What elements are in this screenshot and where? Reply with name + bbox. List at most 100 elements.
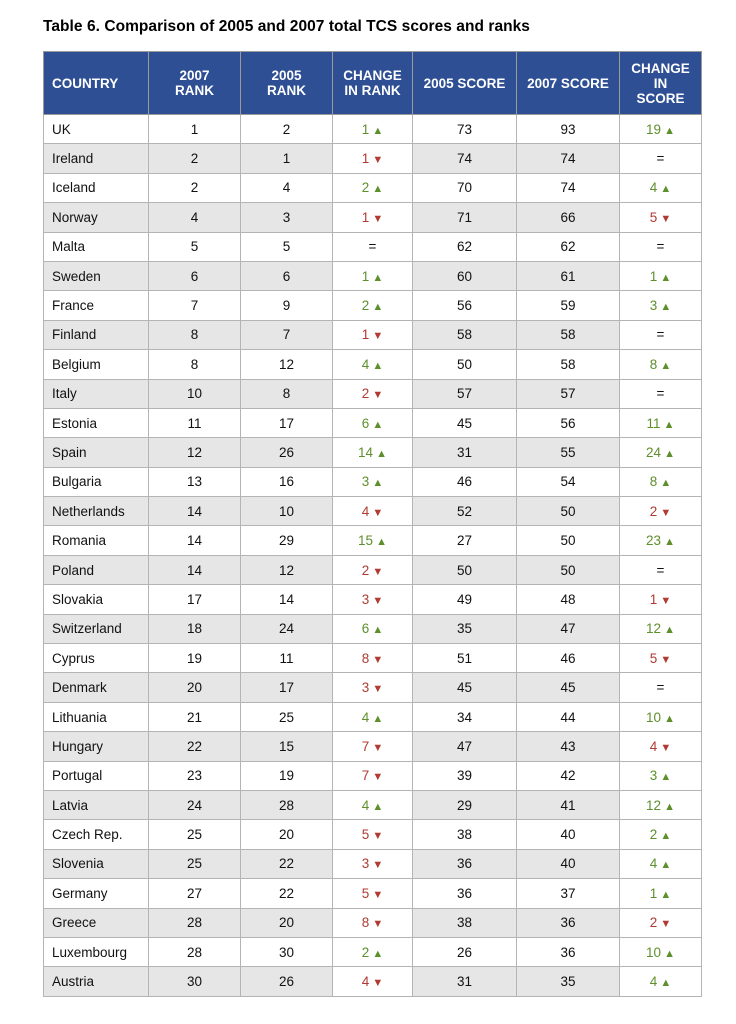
cell-change-in-rank: 4 ▼ bbox=[332, 966, 413, 997]
cell-change-in-rank-value: 3 bbox=[361, 856, 370, 872]
triangle-down-icon: ▼ bbox=[372, 154, 384, 167]
cell-change-in-score-value: 2 bbox=[649, 827, 658, 843]
cell-2007-rank: 1 bbox=[148, 113, 241, 145]
cell-2007-score: 59 bbox=[516, 290, 620, 321]
cell-country: Italy bbox=[43, 378, 149, 409]
table-row: Cyprus 19 11 8 ▼ 51 46 5 ▼ bbox=[43, 643, 702, 674]
cell-2005-rank: 6 bbox=[240, 260, 333, 292]
cell-2007-rank: 12 bbox=[148, 437, 241, 468]
cell-change-in-rank: 4 ▲ bbox=[332, 701, 413, 733]
cell-change-in-rank: 2 ▲ bbox=[332, 936, 413, 968]
triangle-up-icon: ▲ bbox=[660, 830, 672, 843]
cell-2005-rank: 29 bbox=[240, 525, 333, 556]
cell-change-in-score: 8 ▲ bbox=[619, 349, 702, 380]
cell-change-in-rank-value: 14 bbox=[358, 444, 374, 460]
header-change-in-rank-line1: CHANGE bbox=[343, 68, 402, 83]
header-country: COUNTRY bbox=[43, 51, 149, 115]
header-2007-rank-line2: RANK bbox=[175, 83, 214, 98]
cell-change-in-score: = bbox=[619, 143, 702, 174]
cell-2007-score: 37 bbox=[516, 878, 620, 909]
cell-2007-score: 36 bbox=[516, 936, 620, 968]
cell-change-in-score-value: 5 bbox=[649, 209, 658, 225]
cell-change-in-score: = bbox=[619, 231, 702, 262]
cell-change-in-score: 5 ▼ bbox=[619, 643, 702, 674]
cell-change-in-score-value: 4 bbox=[649, 180, 658, 196]
cell-change-in-score-value: = bbox=[656, 327, 665, 343]
cell-2007-rank: 17 bbox=[148, 584, 241, 615]
cell-change-in-score: 5 ▼ bbox=[619, 202, 702, 233]
cell-2005-score: 62 bbox=[412, 231, 517, 262]
triangle-up-icon: ▲ bbox=[664, 947, 675, 960]
cell-change-in-score: 2 ▼ bbox=[619, 496, 702, 527]
cell-2007-rank: 25 bbox=[148, 848, 241, 880]
cell-change-in-score-value: 19 bbox=[646, 121, 662, 137]
header-2007-rank: 2007 RANK bbox=[148, 51, 241, 115]
cell-country: Cyprus bbox=[43, 643, 149, 674]
triangle-up-icon: ▲ bbox=[372, 359, 384, 372]
cell-change-in-score: = bbox=[619, 672, 702, 703]
cell-2007-rank: 8 bbox=[148, 349, 241, 380]
header-change-in-score-line1: CHANGE bbox=[631, 60, 690, 76]
cell-change-in-rank: 4 ▼ bbox=[332, 496, 413, 527]
cell-2005-score: 74 bbox=[412, 143, 517, 174]
cell-2005-score: 60 bbox=[412, 260, 517, 292]
cell-country: Spain bbox=[43, 437, 149, 468]
triangle-down-icon: ▼ bbox=[660, 506, 672, 519]
triangle-up-icon: ▲ bbox=[372, 624, 384, 637]
cell-country: Ireland bbox=[43, 143, 149, 174]
cell-change-in-score: 8 ▲ bbox=[619, 466, 702, 498]
cell-change-in-score: 23 ▲ bbox=[619, 525, 702, 556]
cell-change-in-score: 4 ▼ bbox=[619, 731, 702, 762]
triangle-up-icon: ▲ bbox=[376, 447, 387, 460]
cell-2007-rank: 14 bbox=[148, 554, 241, 586]
cell-change-in-score-value: 10 bbox=[646, 709, 662, 725]
cell-2007-rank: 2 bbox=[148, 172, 241, 204]
cell-change-in-rank: 4 ▲ bbox=[332, 349, 413, 380]
cell-change-in-rank: 1 ▼ bbox=[332, 319, 413, 351]
cell-2005-score: 50 bbox=[412, 349, 517, 380]
cell-2005-rank: 11 bbox=[240, 643, 333, 674]
table-row: Hungary 22 15 7 ▼ 47 43 4 ▼ bbox=[43, 731, 702, 762]
triangle-down-icon: ▼ bbox=[372, 771, 384, 784]
cell-change-in-score-value: = bbox=[656, 151, 665, 167]
cell-change-in-rank: 3 ▼ bbox=[332, 848, 413, 880]
table-row: Lithuania 21 25 4 ▲ 34 44 10 ▲ bbox=[43, 701, 702, 733]
triangle-up-icon: ▲ bbox=[664, 124, 675, 137]
triangle-down-icon: ▼ bbox=[372, 683, 384, 696]
cell-2005-score: 26 bbox=[412, 936, 517, 968]
cell-2007-rank: 25 bbox=[148, 819, 241, 850]
cell-2007-score: 50 bbox=[516, 525, 620, 556]
cell-2005-score: 71 bbox=[412, 202, 517, 233]
cell-2007-rank: 5 bbox=[148, 231, 241, 262]
cell-2007-rank: 28 bbox=[148, 936, 241, 968]
cell-country: Denmark bbox=[43, 672, 149, 703]
cell-2005-rank: 3 bbox=[240, 202, 333, 233]
cell-2007-score: 62 bbox=[516, 231, 620, 262]
cell-change-in-rank: 8 ▼ bbox=[332, 643, 413, 674]
cell-2005-score: 45 bbox=[412, 407, 517, 439]
cell-2005-rank: 8 bbox=[240, 378, 333, 409]
cell-country: Malta bbox=[43, 231, 149, 262]
cell-change-in-rank: 1 ▼ bbox=[332, 143, 413, 174]
table-row: Denmark 20 17 3 ▼ 45 45 = bbox=[43, 672, 702, 703]
cell-2005-rank: 22 bbox=[240, 848, 333, 880]
cell-change-in-score-value: 8 bbox=[649, 474, 658, 490]
triangle-up-icon: ▲ bbox=[372, 947, 384, 960]
cell-country: Iceland bbox=[43, 172, 149, 204]
header-2007-score: 2007 SCORE bbox=[516, 51, 620, 115]
cell-2007-score: 44 bbox=[516, 701, 620, 733]
cell-country: Belgium bbox=[43, 349, 149, 380]
cell-2007-score: 48 bbox=[516, 584, 620, 615]
cell-2005-score: 29 bbox=[412, 789, 517, 821]
tcs-comparison-table: COUNTRY 2007 RANK 2005 RANK CHANGE IN RA… bbox=[43, 51, 702, 997]
cell-change-in-score: 24 ▲ bbox=[619, 437, 702, 468]
cell-2007-score: 46 bbox=[516, 643, 620, 674]
triangle-down-icon: ▼ bbox=[660, 212, 672, 225]
table-row: Austria 30 26 4 ▼ 31 35 4 ▲ bbox=[43, 966, 702, 997]
cell-country: Bulgaria bbox=[43, 466, 149, 498]
cell-country: Czech Rep. bbox=[43, 819, 149, 850]
cell-change-in-score: 10 ▲ bbox=[619, 701, 702, 733]
cell-2007-rank: 8 bbox=[148, 319, 241, 351]
cell-country: Latvia bbox=[43, 789, 149, 821]
cell-change-in-score: 11 ▲ bbox=[619, 407, 702, 439]
